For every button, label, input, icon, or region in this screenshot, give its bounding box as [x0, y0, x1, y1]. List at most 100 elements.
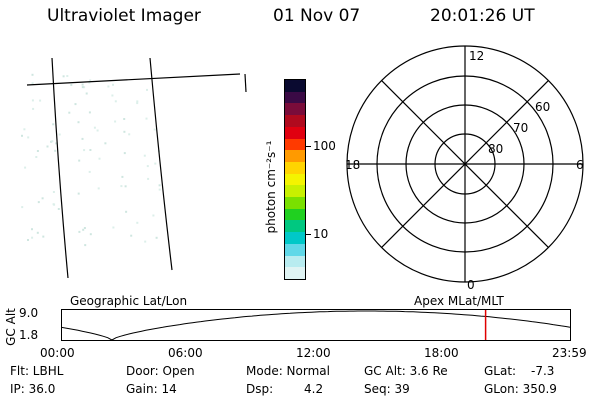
speckle [136, 102, 139, 105]
colorbar-band [285, 232, 305, 244]
mlt-label-12: 12 [469, 49, 484, 63]
intensity-color-bar [284, 79, 306, 280]
speckle [104, 142, 107, 145]
colorbar-band [285, 220, 305, 233]
geographic-image-panel [21, 57, 247, 279]
speckle [143, 154, 146, 157]
speckle [52, 191, 55, 193]
speckle [39, 99, 42, 102]
speckle [27, 239, 29, 241]
speckle [89, 79, 92, 82]
colorbar-tick [306, 146, 311, 147]
gc-alt-info: GC Alt: 3.6 Re [364, 364, 448, 378]
longitude-grid-line [149, 57, 173, 271]
speckle [146, 165, 149, 168]
speckle [147, 177, 150, 180]
lat-label-70: 70 [513, 121, 528, 135]
mode-info: Mode: Normal [246, 364, 330, 378]
colorbar-units-label: photon cm⁻²s⁻¹ [264, 140, 278, 234]
speckle [83, 227, 86, 229]
timeline-tick-1800: 18:00 [424, 346, 459, 360]
instrument-title: Ultraviolet Imager [47, 6, 201, 26]
dsp-label: Dsp: [246, 382, 274, 396]
speckle [62, 75, 65, 78]
meridian-diagonal [381, 80, 549, 248]
speckle [78, 159, 81, 162]
timeline-y-max: 9.0 [19, 306, 39, 320]
speckle [55, 142, 58, 145]
speckle [84, 244, 87, 247]
colorbar-band [285, 255, 305, 268]
speckle [68, 111, 71, 114]
speckle [88, 81, 91, 84]
speckle [146, 88, 148, 91]
speckle [41, 197, 44, 200]
speckle [21, 134, 23, 137]
polar-mlt-plot: 12 18 6 0 60 70 80 [345, 45, 584, 292]
speckle [46, 145, 49, 148]
speckle [32, 107, 35, 110]
date-label: 01 Nov 07 [273, 6, 361, 26]
speckle [78, 230, 81, 233]
speckle [77, 192, 80, 195]
colorbar-band [285, 103, 305, 116]
timeline-tick-0000: 00:00 [40, 346, 75, 360]
speckle [107, 85, 110, 88]
mlt-label-18: 18 [345, 158, 360, 172]
speckle [82, 228, 85, 231]
speckle [57, 208, 60, 210]
mlt-label-6: 6 [576, 158, 584, 172]
speckle [123, 130, 126, 133]
speckle [136, 221, 139, 224]
speckle [83, 149, 86, 152]
speckle [112, 83, 114, 86]
speckle [83, 86, 86, 89]
latitude-grid-line [26, 73, 241, 86]
speckle [88, 170, 91, 173]
timeline-tick-1200: 12:00 [296, 346, 331, 360]
speckle [85, 92, 88, 95]
orbit-altitude-timeline [61, 309, 571, 341]
filter-info: Flt: LBHL [10, 364, 64, 378]
longitude-grid-line-edge [244, 73, 247, 93]
speckle [52, 123, 55, 126]
speckle [70, 83, 73, 86]
speckle [23, 128, 26, 131]
speckle [155, 236, 158, 239]
speckle [24, 166, 27, 169]
glat-label: GLat: [484, 364, 517, 378]
speckle [145, 117, 148, 120]
colorbar-band [285, 138, 305, 151]
colorbar-band [285, 91, 305, 104]
speckle [54, 149, 57, 152]
speckle [121, 175, 124, 178]
speckle [81, 86, 84, 89]
aurora-speckle-field [21, 73, 161, 247]
speckle [128, 133, 131, 136]
speckle [125, 210, 128, 213]
timeline-y-min: 1.8 [19, 328, 39, 342]
speckle [89, 233, 92, 236]
speckle [158, 184, 161, 187]
colorbar-band [285, 208, 305, 221]
speckle [36, 150, 39, 152]
speckle [31, 99, 34, 102]
speckle [37, 201, 40, 204]
speckle [35, 156, 38, 158]
gain-info: Gain: 14 [126, 382, 177, 396]
speckle [114, 120, 117, 123]
speckle [58, 133, 61, 136]
timeline-frame [61, 309, 571, 341]
time-label: 20:01:26 UT [430, 6, 535, 26]
colorbar-band [285, 243, 305, 256]
speckle [31, 236, 34, 239]
timeline-tick-2359: 23:59 [552, 346, 587, 360]
colorbar-band [285, 126, 305, 139]
timeline-axis-label: GC Alt [4, 308, 18, 346]
mlt-label-0: 0 [467, 278, 475, 292]
colorbar-tick [306, 234, 311, 235]
speckle [51, 140, 54, 143]
colorbar-band [285, 267, 305, 279]
speckle [31, 228, 33, 231]
